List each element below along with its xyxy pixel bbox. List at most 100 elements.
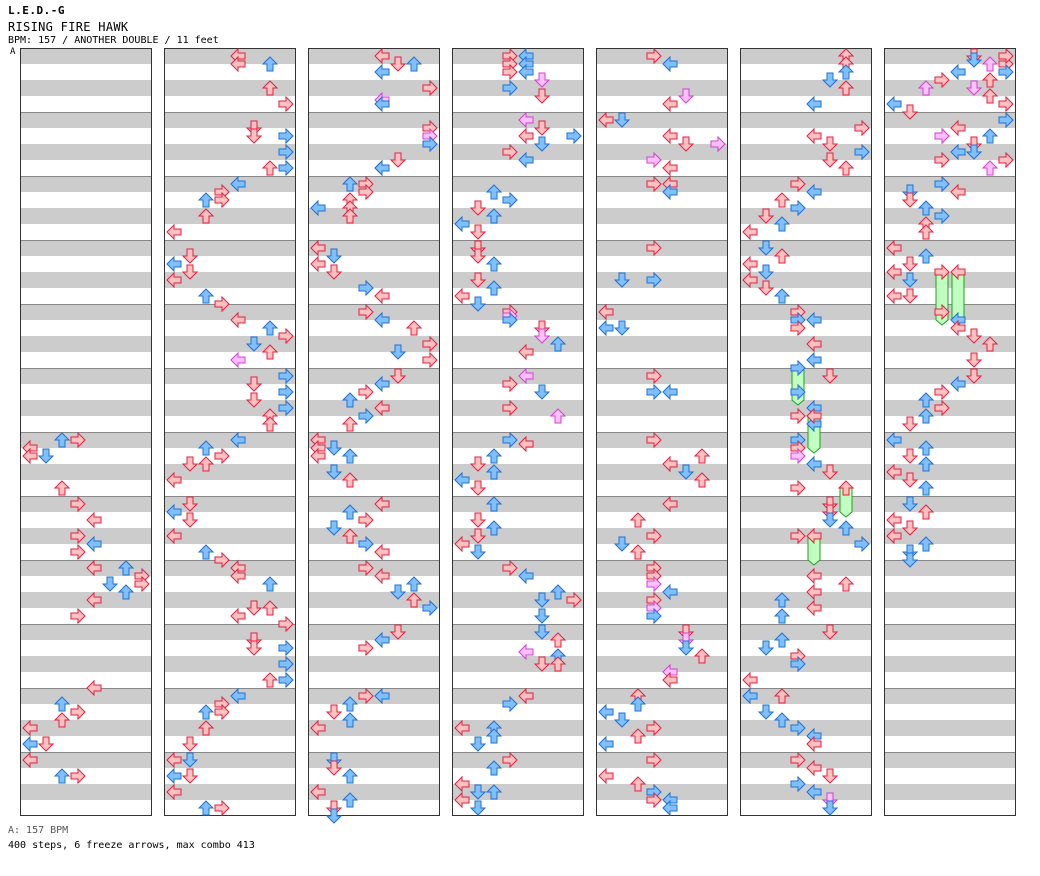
arrow-left [806, 567, 822, 585]
arrow-up [485, 784, 503, 800]
arrow-down [613, 272, 631, 288]
arrow-right [646, 151, 662, 169]
beat-stripe [164, 752, 296, 768]
beat-stripe [740, 464, 872, 480]
arrow-right [646, 431, 662, 449]
arrow-right [502, 695, 518, 713]
beat-stripe [884, 80, 1016, 96]
beat-stripe [740, 112, 872, 128]
arrow-down [821, 768, 839, 784]
column-border [308, 48, 440, 816]
beat-stripe [596, 336, 728, 352]
freeze-arrow-head [806, 527, 822, 545]
arrow-left [742, 223, 758, 241]
beat-stripe [308, 336, 440, 352]
beat-stripe [740, 272, 872, 288]
arrow-left [950, 63, 966, 81]
arrow-down [245, 600, 263, 616]
beat-stripe [164, 336, 296, 352]
arrow-down [757, 640, 775, 656]
beat-stripe [740, 656, 872, 672]
arrow-right [998, 95, 1014, 113]
arrow-up [197, 192, 215, 208]
beat-stripe [164, 432, 296, 448]
beat-stripe [596, 752, 728, 768]
arrow-right [358, 687, 374, 705]
arrow-up [629, 696, 647, 712]
arrow-up [261, 672, 279, 688]
arrow-left [806, 311, 822, 329]
arrow-left [662, 95, 678, 113]
beat-stripe [596, 720, 728, 736]
arrow-left [86, 535, 102, 553]
arrow-up [197, 288, 215, 304]
beat-stripe [308, 656, 440, 672]
beat-stripe [452, 336, 584, 352]
arrow-down [469, 784, 487, 800]
beat-stripe [308, 752, 440, 768]
arrow-right [646, 575, 662, 593]
arrow-down [245, 336, 263, 352]
arrow-up [197, 720, 215, 736]
beat-stripe [308, 400, 440, 416]
beat-stripe [20, 176, 152, 192]
beat-stripe [452, 496, 584, 512]
arrow-right [934, 151, 950, 169]
arrow-down [965, 352, 983, 368]
arrow-right [646, 175, 662, 193]
arrow-left [662, 495, 678, 513]
beat-stripe [164, 112, 296, 128]
arrow-down [901, 416, 919, 432]
arrow-right [422, 599, 438, 617]
beat-stripe [884, 144, 1016, 160]
arrow-down [245, 640, 263, 656]
arrow-down [325, 440, 343, 456]
column-border [20, 48, 152, 816]
arrow-up [917, 504, 935, 520]
arrow-right [70, 543, 86, 561]
section-marker: A [10, 47, 16, 57]
arrow-up [405, 592, 423, 608]
arrow-down [757, 208, 775, 224]
arrow-up [917, 536, 935, 552]
beat-stripe [164, 304, 296, 320]
arrow-left [518, 435, 534, 453]
arrow-down [533, 592, 551, 608]
arrow-left [742, 687, 758, 705]
beat-stripe [20, 560, 152, 576]
arrow-left [662, 183, 678, 201]
arrow-left [518, 111, 534, 129]
arrow-right [358, 303, 374, 321]
arrow-up [341, 528, 359, 544]
beat-stripe [20, 272, 152, 288]
beat-stripe [164, 656, 296, 672]
arrow-left [742, 255, 758, 273]
beat-stripe [596, 560, 728, 576]
beat-stripe [884, 48, 1016, 64]
arrow-down [821, 368, 839, 384]
beat-stripe [884, 112, 1016, 128]
arrow-up [197, 208, 215, 224]
arrow-down [533, 88, 551, 104]
chart-stats: 400 steps, 6 freeze arrows, max combo 41… [8, 840, 255, 851]
arrow-up [261, 416, 279, 432]
arrow-up [917, 248, 935, 264]
arrow-down [901, 192, 919, 208]
arrow-up [405, 576, 423, 592]
beat-stripe [452, 624, 584, 640]
arrow-up [341, 448, 359, 464]
beat-stripe [164, 48, 296, 64]
beat-stripe [164, 560, 296, 576]
arrow-up [981, 128, 999, 144]
beat-stripe [884, 240, 1016, 256]
arrow-right [934, 127, 950, 145]
arrow-up [837, 520, 855, 536]
arrow-up [837, 64, 855, 80]
arrow-left [374, 311, 390, 329]
arrow-right [934, 175, 950, 193]
arrow-left [886, 511, 902, 529]
beat-stripe [884, 208, 1016, 224]
beat-stripe [308, 272, 440, 288]
beat-stripe [452, 784, 584, 800]
beat-stripe [884, 400, 1016, 416]
